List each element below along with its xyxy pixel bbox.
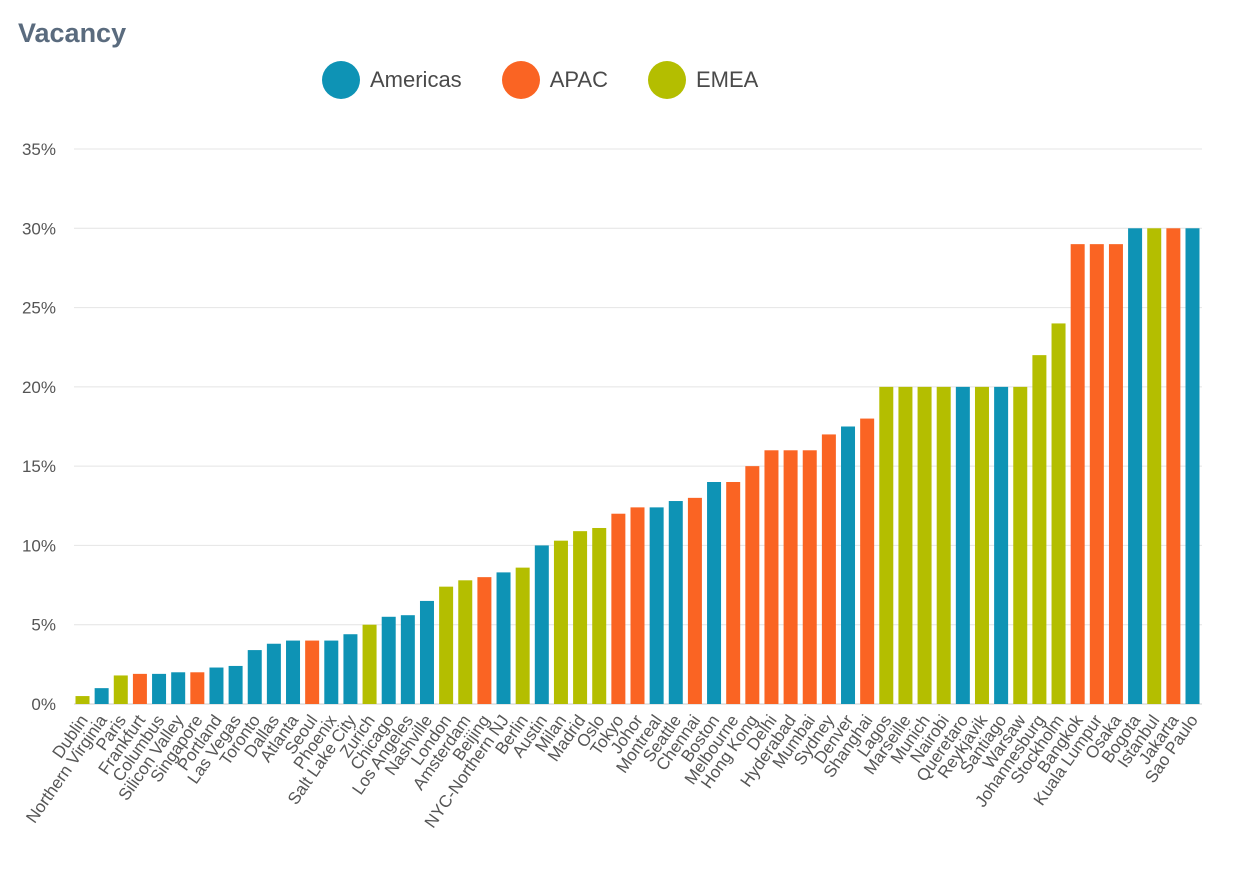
bar-frankfurt — [132, 673, 147, 704]
bar-queretaro — [955, 386, 970, 704]
bar-stockholm — [1051, 323, 1066, 704]
y-tick-label: 30% — [22, 219, 56, 238]
bar-istanbul — [1147, 228, 1162, 705]
bar-seoul — [305, 640, 320, 704]
bar-london — [439, 586, 454, 704]
bar-austin — [534, 545, 549, 704]
bar-hyderabad — [783, 450, 798, 704]
legend-swatch-americas — [322, 61, 360, 99]
legend-swatch-emea — [647, 61, 686, 99]
bar-boston — [707, 482, 722, 704]
bar-madrid — [573, 531, 588, 704]
bar-los-angeles — [400, 615, 415, 704]
bar-seattle — [668, 501, 683, 704]
bar-hong-kong — [745, 466, 760, 704]
bar-kuala-lumpur — [1089, 244, 1104, 704]
bar-melbourne — [726, 482, 741, 704]
bar-portland — [209, 667, 224, 704]
bar-lagos — [879, 386, 894, 704]
bar-dallas — [266, 643, 281, 704]
bar-salt-lake-city — [343, 634, 358, 704]
bar-nairobi — [936, 386, 951, 704]
bar-chicago — [381, 616, 396, 704]
legend-label-apac: APAC — [549, 67, 608, 92]
bar-berlin — [515, 567, 530, 704]
bar-atlanta — [286, 640, 301, 704]
bar-mumbai — [802, 450, 817, 704]
y-tick-label: 0% — [31, 695, 56, 714]
bar-osaka — [1108, 244, 1123, 704]
legend-item-apac: APAC — [501, 61, 608, 99]
bar-bogota — [1128, 228, 1143, 705]
legend-label-americas: Americas — [370, 67, 462, 92]
bar-bangkok — [1070, 244, 1085, 704]
bar-nyc-northern-nj — [496, 572, 511, 704]
bar-chennai — [687, 497, 702, 704]
y-tick-label: 5% — [31, 616, 56, 635]
y-tick-label: 10% — [22, 536, 56, 555]
legend-swatch-apac — [501, 61, 540, 99]
legend-item-emea: EMEA — [647, 61, 759, 99]
bar-shanghai — [860, 418, 875, 704]
bar-toronto — [247, 650, 262, 704]
bar-tokyo — [611, 513, 626, 704]
bar-northern-virginia — [94, 688, 109, 704]
bar-marseille — [898, 386, 913, 704]
bar-oslo — [592, 527, 607, 704]
bar-zurich — [362, 624, 377, 704]
y-tick-label: 15% — [22, 457, 56, 476]
bar-jakarta — [1166, 228, 1181, 705]
bar-johor — [630, 507, 645, 704]
bar-santiago — [994, 386, 1009, 704]
bar-paris — [113, 675, 128, 704]
bar-phoenix — [324, 640, 339, 704]
bar-milan — [553, 540, 568, 704]
bar-silicon-valley — [171, 672, 186, 704]
bar-singapore — [190, 672, 205, 704]
bar-munich — [917, 386, 932, 704]
legend: Americas APAC EMEA — [322, 60, 798, 100]
y-tick-label: 35% — [22, 140, 56, 159]
bar-beijing — [477, 577, 492, 704]
chart-title: Vacancy — [18, 18, 127, 48]
bar-montreal — [649, 507, 664, 704]
legend-label-emea: EMEA — [695, 67, 759, 92]
bar-sydney — [821, 434, 836, 704]
bar-johannesburg — [1032, 355, 1047, 704]
bar-amsterdam — [458, 580, 473, 704]
y-tick-label: 20% — [22, 378, 56, 397]
bar-columbus — [152, 673, 167, 704]
bar-delhi — [764, 450, 779, 704]
bar-reykjavik — [974, 386, 989, 704]
bar-sao-paulo — [1185, 228, 1200, 705]
bar-denver — [841, 426, 856, 704]
y-tick-label: 25% — [22, 299, 56, 318]
bar-las-vegas — [228, 665, 243, 704]
legend-item-americas: Americas — [322, 61, 462, 99]
bar-nashville — [419, 600, 434, 704]
bar-warsaw — [1013, 386, 1028, 704]
bar-dublin — [75, 696, 90, 704]
